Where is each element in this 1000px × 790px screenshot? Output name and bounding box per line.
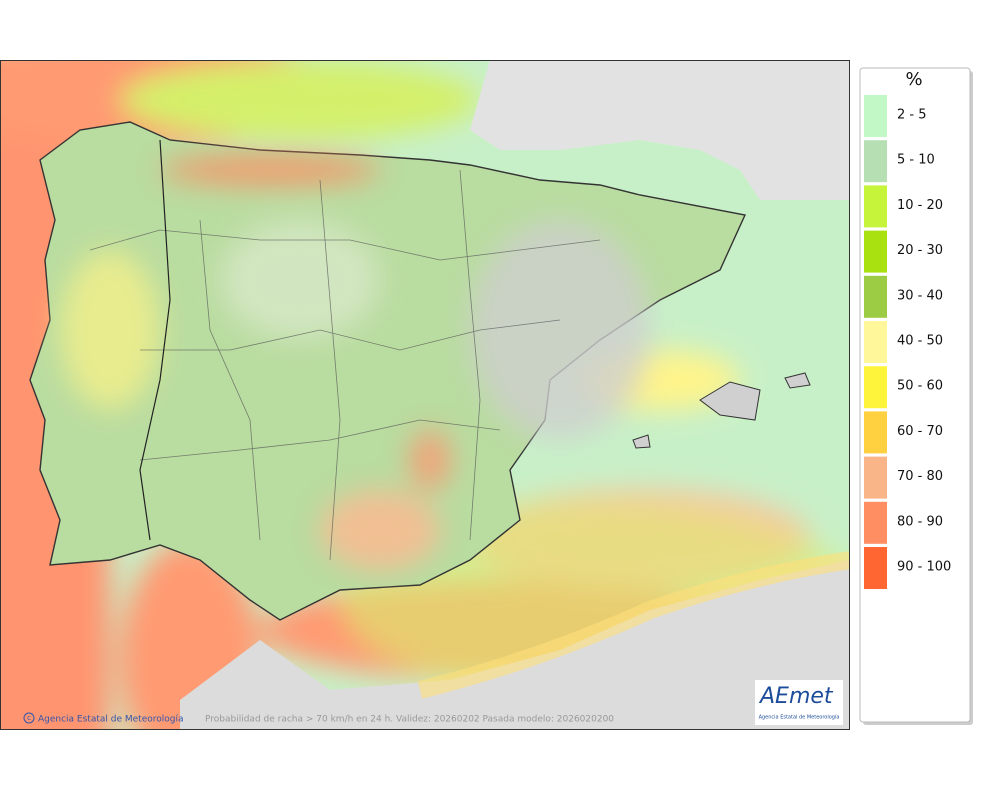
- legend-swatch: [864, 275, 887, 318]
- legend-label: 20 - 30: [897, 243, 943, 258]
- legend-label: 60 - 70: [897, 424, 943, 439]
- legend-label: 10 - 20: [897, 198, 943, 213]
- map-area: [0, 60, 850, 730]
- legend-swatch: [864, 140, 887, 183]
- legend-label: 70 - 80: [897, 469, 943, 484]
- credit: Agencia Estatal de Meteorología: [38, 715, 184, 725]
- legend-title: %: [905, 69, 922, 90]
- caption: Probabilidad de racha > 70 km/h en 24 h.…: [205, 715, 614, 725]
- legend-label: 90 - 100: [897, 560, 951, 575]
- logo-name: AEmet: [758, 684, 834, 709]
- legend-swatch: [864, 456, 887, 499]
- logo-subtitle: Agencia Estatal de Meteorología: [759, 714, 840, 721]
- svg-text:c: c: [27, 714, 31, 722]
- legend-swatch: [864, 321, 887, 363]
- legend-swatch: [864, 366, 887, 409]
- legend-swatch: [864, 95, 887, 137]
- legend-swatch: [864, 230, 887, 273]
- legend-label: 50 - 60: [897, 379, 943, 394]
- legend-label: 5 - 10: [897, 153, 935, 168]
- legend-swatch: [864, 185, 887, 228]
- legend-swatch: [864, 411, 887, 454]
- legend-label: 2 - 5: [897, 108, 927, 123]
- legend: [859, 67, 971, 723]
- legend-label: 40 - 50: [897, 334, 943, 349]
- legend-swatch: [864, 547, 887, 589]
- legend-swatch: [864, 501, 887, 544]
- legend-label: 80 - 90: [897, 514, 943, 529]
- legend-label: 30 - 40: [897, 288, 943, 303]
